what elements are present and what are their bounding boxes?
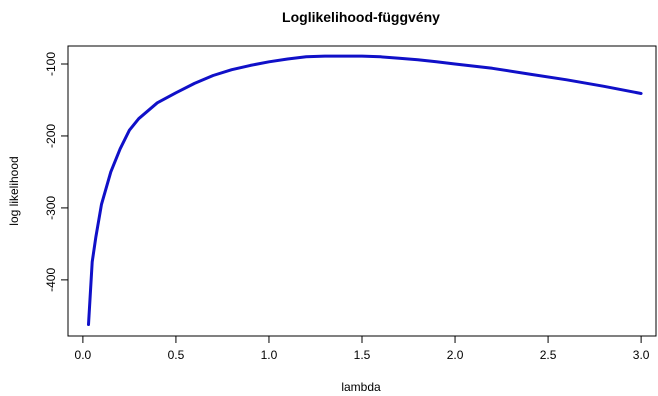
x-tick-label: 1.0 [261,348,278,362]
y-tick-label: -100 [44,52,58,76]
y-axis-label: log likelihood [7,156,21,225]
chart-title: Loglikelihood-függvény [282,9,440,25]
x-tick-label: 2.5 [540,348,557,362]
loglikelihood-curve [87,54,643,326]
y-tick-label: -200 [44,124,58,148]
x-tick-label: 2.0 [447,348,464,362]
x-axis-label: lambda [341,380,381,394]
x-tick-label: 0.0 [75,348,92,362]
x-axis: 0.0 0.5 1.0 1.5 2.0 2.5 3.0 [75,336,650,362]
y-tick-label: -400 [44,268,58,292]
x-tick-label: 1.5 [354,348,371,362]
y-axis: -100 -200 -300 -400 [44,52,68,292]
x-tick-label: 3.0 [633,348,650,362]
x-tick-label: 0.5 [168,348,185,362]
plot-frame [67,45,657,337]
y-tick-label: -300 [44,196,58,220]
